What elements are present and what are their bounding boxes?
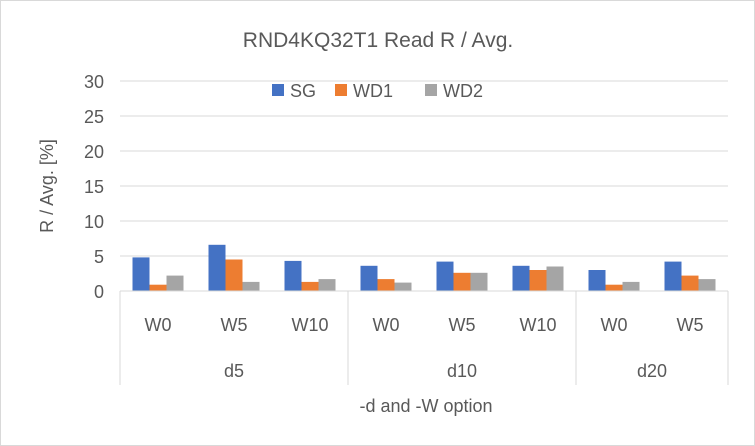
x-axis: W0 W5 W10 W0 W5 W10 W0 W5 d5 d10 d20	[119, 290, 729, 385]
legend-label-sg: SG	[290, 81, 316, 101]
bar-wd2	[546, 266, 564, 291]
bar-wd1	[149, 284, 167, 291]
bar-sg	[436, 261, 454, 291]
bar-sg	[588, 270, 606, 291]
legend-swatch-sg	[272, 84, 284, 96]
y-tick-label: 30	[84, 72, 104, 92]
legend-label-wd1: WD1	[353, 81, 393, 101]
legend-label-wd2: WD2	[443, 81, 483, 101]
x-tick-label: W5	[221, 315, 248, 335]
bar-wd2	[318, 279, 336, 291]
y-axis-ticks: 0 5 10 15 20 25 30	[84, 72, 104, 302]
bar-wd1	[377, 279, 395, 291]
chart-title: RND4KQ32T1 Read R / Avg.	[243, 29, 513, 52]
y-tick-label: 10	[84, 212, 104, 232]
bar-sg	[132, 257, 150, 291]
bar-wd2	[166, 275, 184, 291]
bar-wd1	[529, 270, 547, 291]
x-axis-label: -d and -W option	[359, 396, 492, 416]
x-tick-label: W10	[519, 315, 556, 335]
y-axis-label: R / Avg. [%]	[37, 139, 57, 233]
bars	[132, 244, 716, 291]
gridlines	[120, 80, 728, 257]
bar-sg	[208, 244, 226, 291]
x-tick-label: W5	[449, 315, 476, 335]
bar-wd1	[681, 275, 699, 291]
y-tick-label: 20	[84, 142, 104, 162]
bar-wd2	[242, 281, 260, 291]
bar-wd2	[622, 281, 640, 291]
x-group-label: d10	[447, 361, 477, 381]
x-group-label: d5	[224, 361, 244, 381]
bar-wd2	[470, 272, 488, 291]
legend-swatch-wd1	[335, 84, 347, 96]
x-tick-label: W0	[601, 315, 628, 335]
y-tick-label: 0	[94, 282, 104, 302]
bar-wd1	[605, 284, 623, 291]
legend-swatch-wd2	[425, 84, 437, 96]
x-tick-label: W0	[373, 315, 400, 335]
bar-wd2	[394, 282, 412, 291]
legend: SG WD1 WD2	[272, 81, 483, 101]
x-tick-label: W10	[291, 315, 328, 335]
bar-wd2	[698, 279, 716, 291]
bar-wd1	[453, 272, 471, 291]
x-tick-label: W0	[145, 315, 172, 335]
bar-wd1	[301, 281, 319, 291]
x-group-label: d20	[637, 361, 667, 381]
x-tick-label: W5	[677, 315, 704, 335]
y-tick-label: 5	[94, 247, 104, 267]
y-tick-label: 15	[84, 177, 104, 197]
bar-sg	[284, 260, 302, 291]
bar-sg	[360, 265, 378, 291]
y-tick-label: 25	[84, 107, 104, 127]
bar-sg	[512, 265, 530, 291]
bar-wd1	[225, 259, 243, 291]
bar-sg	[664, 261, 682, 291]
